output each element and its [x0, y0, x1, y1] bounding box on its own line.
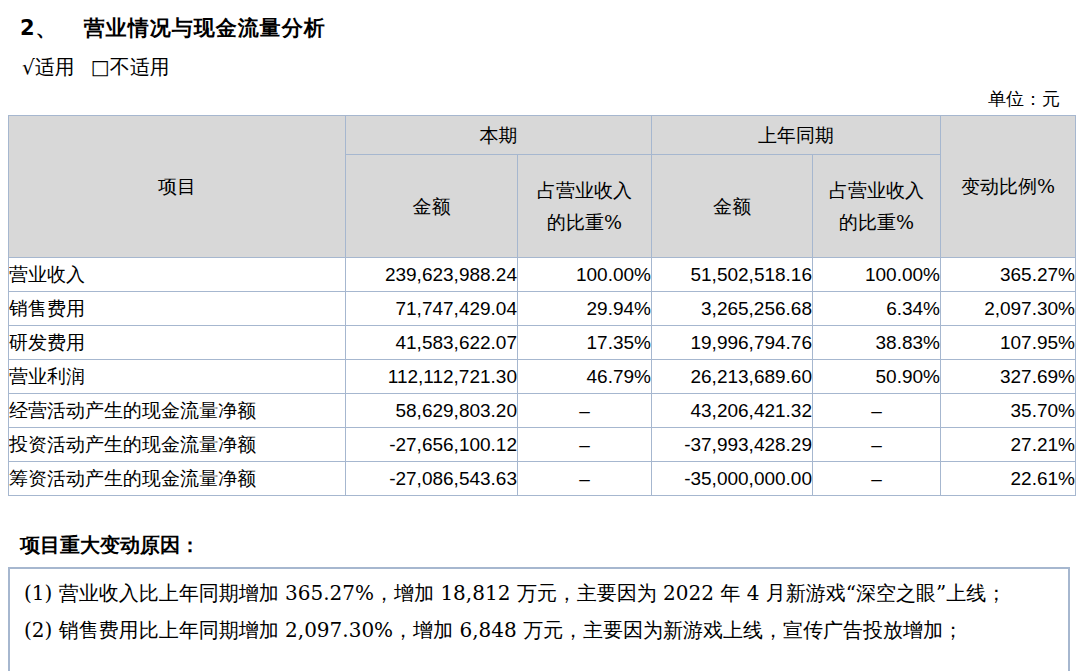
notes-heading: 项目重大变动原因：	[20, 532, 1080, 559]
table-row: 研发费用 41,583,622.07 17.35% 19,996,794.76 …	[9, 326, 1076, 360]
col-header-amount-prior: 金额	[652, 155, 813, 258]
row-cur-pct: –	[518, 394, 652, 428]
section-title: 营业情况与现金流量分析	[84, 14, 326, 42]
row-item-label: 营业收入	[9, 258, 346, 292]
applicability-line: √适用 □不适用	[22, 54, 1080, 81]
table-row: 投资活动产生的现金流量净额 -27,656,100.12 – -37,993,4…	[9, 428, 1076, 462]
table-row: 销售费用 71,747,429.04 29.94% 3,265,256.68 6…	[9, 292, 1076, 326]
row-prior-amount: 43,206,421.32	[652, 394, 813, 428]
table-row: 营业收入 239,623,988.24 100.00% 51,502,518.1…	[9, 258, 1076, 292]
row-cur-amount: 71,747,429.04	[346, 292, 518, 326]
row-prior-pct: 38.83%	[813, 326, 941, 360]
table-row: 营业利润 112,112,721.30 46.79% 26,213,689.60…	[9, 360, 1076, 394]
row-cur-amount: 41,583,622.07	[346, 326, 518, 360]
col-header-amount-current: 金额	[346, 155, 518, 258]
row-prior-amount: 26,213,689.60	[652, 360, 813, 394]
row-item-label: 投资活动产生的现金流量净额	[9, 428, 346, 462]
col-header-pct-current: 占营业收入的比重%	[518, 155, 652, 258]
row-cur-pct: 100.00%	[518, 258, 652, 292]
section-number: 2、	[20, 14, 58, 42]
row-cur-amount: 58,629,803.20	[346, 394, 518, 428]
row-item-label: 筹资活动产生的现金流量净额	[9, 462, 346, 496]
row-prior-amount: 3,265,256.68	[652, 292, 813, 326]
col-header-prior-period: 上年同期	[652, 116, 941, 155]
note-item-2: (2) 销售费用比上年同期增加 2,097.30%，增加 6,848 万元，主要…	[24, 612, 1052, 649]
row-cur-pct: –	[518, 428, 652, 462]
financial-table: 项目 本期 上年同期 变动比例% 金额 占营业收入的比重% 金额 占营业收入的比…	[8, 115, 1076, 496]
row-prior-amount: -37,993,428.29	[652, 428, 813, 462]
row-prior-pct: 100.00%	[813, 258, 941, 292]
row-prior-amount: 51,502,518.16	[652, 258, 813, 292]
row-cur-pct: 17.35%	[518, 326, 652, 360]
row-prior-amount: -35,000,000.00	[652, 462, 813, 496]
row-change: 22.61%	[941, 462, 1076, 496]
row-item-label: 经营活动产生的现金流量净额	[9, 394, 346, 428]
row-prior-pct: –	[813, 394, 941, 428]
col-header-pct-prior: 占营业收入的比重%	[813, 155, 941, 258]
col-header-current-period: 本期	[346, 116, 652, 155]
row-cur-pct: 29.94%	[518, 292, 652, 326]
row-cur-amount: -27,086,543.63	[346, 462, 518, 496]
applicable-checked-label: √适用	[22, 54, 75, 81]
document-page: 2、 营业情况与现金流量分析 √适用 □不适用 单位：元 项目 本期 上年同期 …	[0, 14, 1080, 671]
row-item-label: 营业利润	[9, 360, 346, 394]
row-change: 365.27%	[941, 258, 1076, 292]
row-item-label: 研发费用	[9, 326, 346, 360]
table-row: 经营活动产生的现金流量净额 58,629,803.20 – 43,206,421…	[9, 394, 1076, 428]
row-cur-amount: -27,656,100.12	[346, 428, 518, 462]
notes-box: (1) 营业收入比上年同期增加 365.27%，增加 18,812 万元，主要因…	[8, 567, 1070, 671]
row-cur-pct: –	[518, 462, 652, 496]
row-prior-pct: –	[813, 428, 941, 462]
row-change: 27.21%	[941, 428, 1076, 462]
row-cur-amount: 112,112,721.30	[346, 360, 518, 394]
row-change: 2,097.30%	[941, 292, 1076, 326]
row-change: 107.95%	[941, 326, 1076, 360]
col-header-item: 项目	[9, 116, 346, 258]
row-change: 35.70%	[941, 394, 1076, 428]
row-prior-pct: 6.34%	[813, 292, 941, 326]
row-change: 327.69%	[941, 360, 1076, 394]
not-applicable-label: □不适用	[91, 54, 170, 81]
row-cur-pct: 46.79%	[518, 360, 652, 394]
row-prior-pct: 50.90%	[813, 360, 941, 394]
col-header-change-ratio: 变动比例%	[941, 116, 1076, 258]
row-prior-pct: –	[813, 462, 941, 496]
row-item-label: 销售费用	[9, 292, 346, 326]
table-row: 筹资活动产生的现金流量净额 -27,086,543.63 – -35,000,0…	[9, 462, 1076, 496]
note-item-1: (1) 营业收入比上年同期增加 365.27%，增加 18,812 万元，主要因…	[24, 575, 1052, 612]
row-prior-amount: 19,996,794.76	[652, 326, 813, 360]
unit-label: 单位：元	[0, 87, 1060, 111]
section-heading: 2、 营业情况与现金流量分析	[20, 14, 1080, 42]
row-cur-amount: 239,623,988.24	[346, 258, 518, 292]
